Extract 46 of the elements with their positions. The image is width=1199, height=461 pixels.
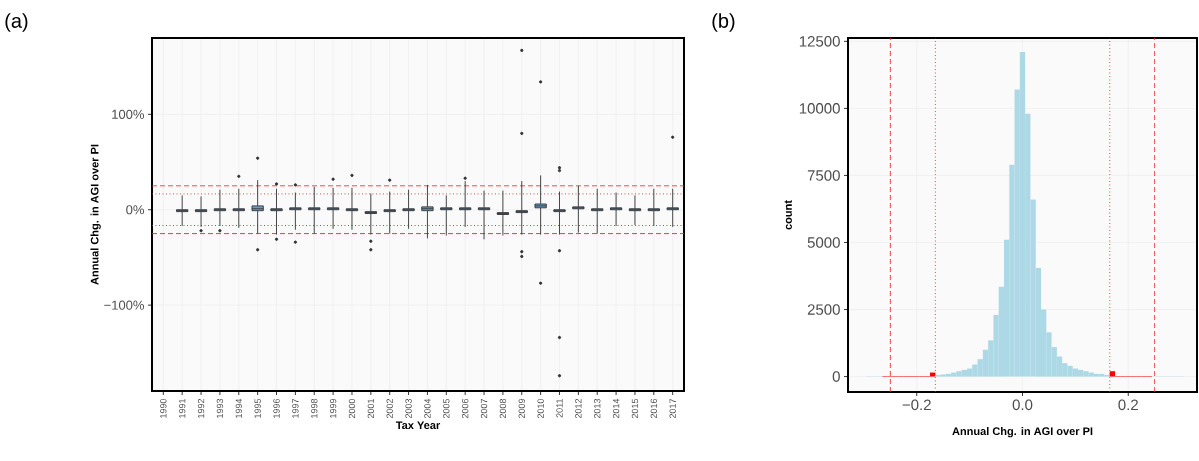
x-tick-label: 2015 — [631, 398, 639, 419]
x-tick-label: 1994 — [235, 398, 242, 418]
y-tick-label: 5000 — [807, 237, 840, 248]
x-tick-label: 2017 — [669, 398, 676, 419]
x-tick-label: 2000 — [348, 398, 356, 419]
x-tick-label: 2016 — [650, 398, 658, 419]
x-tick-label: 1991 — [179, 398, 186, 418]
y-tick-label: 0% — [126, 205, 145, 215]
chart-title: (a) — [5, 13, 28, 32]
x-tick-label: 1992 — [197, 398, 205, 418]
x-tick-label: 2012 — [575, 398, 582, 419]
x-tick-label: 1996 — [273, 398, 280, 418]
x-tick-label: 1990 — [160, 398, 167, 418]
x-tick-label: 1995 — [254, 398, 261, 418]
y-tick-label: 7500 — [807, 170, 840, 181]
y-tick-label: 100% — [112, 109, 145, 119]
x-tick-label: 2002 — [386, 398, 393, 419]
x-tick-label: 1997 — [292, 398, 299, 418]
y-axis-title: Annual Chg. in AGI over PI — [90, 144, 101, 285]
x-tick-label: 2014 — [612, 398, 620, 419]
x-tick-label: 2008 — [499, 398, 507, 419]
chart-title: (b) — [712, 13, 735, 32]
x-tick-label: 2005 — [443, 398, 450, 419]
x-tick-label: 2007 — [480, 398, 488, 419]
x-tick-label: 2013 — [594, 398, 601, 419]
x-axis-title: Tax Year — [395, 421, 441, 430]
y-tick-label: 0 — [832, 371, 840, 382]
x-tick-label: 1998 — [311, 398, 318, 418]
x-tick-label: 0.0 — [1012, 399, 1033, 411]
x-tick-label: 0.2 — [1118, 399, 1138, 411]
y-axis-title: count — [784, 200, 792, 230]
x-tick-label: 2011 — [556, 398, 563, 418]
x-axis-title: Annual Chg. in AGI over PI — [952, 427, 1093, 438]
x-tick-label: 2003 — [405, 398, 412, 419]
x-tick-label: 1993 — [216, 398, 224, 418]
x-tick-label: 2010 — [537, 398, 544, 419]
x-tick-label: −0.2 — [902, 399, 931, 411]
y-tick-label: −100% — [104, 300, 145, 310]
y-tick-label: 2500 — [807, 304, 840, 315]
x-tick-label: 2009 — [518, 398, 525, 419]
x-tick-label: 2001 — [367, 398, 375, 419]
x-tick-label: 1999 — [329, 398, 337, 418]
y-tick-label: 12500 — [799, 36, 840, 47]
x-tick-label: 2004 — [424, 398, 431, 419]
x-tick-label: 2006 — [461, 398, 469, 419]
y-tick-label: 10000 — [799, 103, 840, 114]
